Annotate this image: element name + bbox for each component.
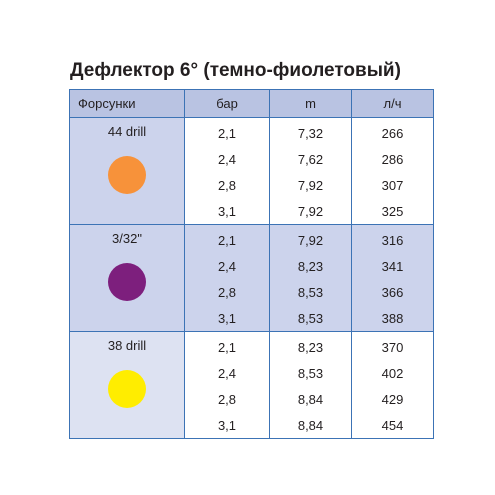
flow-cell: 307 (351, 172, 434, 198)
pressure-cell: 3,1 (184, 305, 270, 332)
flow-cell: 341 (351, 253, 434, 279)
table-row: 2,4 8,53 402 (70, 360, 434, 386)
nozzle-group: 38 drill 2,1 8,23 370 2,4 8,53 402 2,8 8… (69, 331, 434, 439)
table-header-row: Форсунки бар m л/ч (69, 89, 434, 118)
pressure-cell: 2,8 (184, 279, 270, 305)
nozzle-cell: 44 drill (69, 117, 185, 225)
radius-cell: 8,53 (269, 279, 352, 305)
nozzle-group: 44 drill 2,1 7,32 266 2,4 7,62 286 2,8 7… (69, 117, 434, 225)
table-row: 3,1 8,53 388 (70, 305, 434, 332)
purple-nozzle-color-icon (108, 263, 146, 301)
flow-cell: 402 (351, 360, 434, 386)
pressure-cell: 2,1 (184, 224, 270, 253)
table-row: 2,8 8,84 429 (70, 386, 434, 412)
radius-cell: 7,92 (269, 198, 352, 225)
flow-cell: 370 (351, 331, 434, 360)
radius-cell: 8,53 (269, 360, 352, 386)
flow-cell: 366 (351, 279, 434, 305)
flow-cell: 454 (351, 412, 434, 439)
table-row: 44 drill 2,1 7,32 266 (69, 117, 434, 225)
nozzle-label: 44 drill (107, 124, 147, 139)
nozzle-cell: 38 drill (69, 331, 185, 439)
header-nozzle: Форсунки (69, 89, 185, 118)
table-row: 2,8 7,92 307 (70, 172, 434, 198)
nozzle-cell: 3/32" (69, 224, 185, 332)
table-row: 38 drill 2,1 8,23 370 (69, 331, 434, 439)
pressure-cell: 2,1 (184, 331, 270, 360)
pressure-cell: 3,1 (184, 412, 270, 439)
flow-cell: 286 (351, 146, 434, 172)
radius-cell: 7,92 (269, 224, 352, 253)
nozzle-group: 3/32" 2,1 7,92 316 2,4 8,23 341 2,8 8,53… (69, 224, 434, 332)
nozzle-label: 38 drill (107, 338, 147, 353)
pressure-cell: 3,1 (184, 198, 270, 225)
flow-cell: 429 (351, 386, 434, 412)
table-row: 2,8 8,53 366 (70, 279, 434, 305)
yellow-nozzle-color-icon (108, 370, 146, 408)
pressure-cell: 2,1 (184, 117, 270, 146)
flow-cell: 316 (351, 224, 434, 253)
radius-cell: 7,32 (269, 117, 352, 146)
orange-nozzle-color-icon (108, 156, 146, 194)
table-row: 3,1 7,92 325 (70, 198, 434, 225)
pressure-cell: 2,4 (184, 253, 270, 279)
radius-cell: 7,62 (269, 146, 352, 172)
header-radius: m (269, 89, 352, 118)
radius-cell: 8,53 (269, 305, 352, 332)
radius-cell: 8,23 (269, 331, 352, 360)
radius-cell: 8,23 (269, 253, 352, 279)
table-row: 2,4 7,62 286 (70, 146, 434, 172)
page-title: Дефлектор 6° (темно-фиолетовый) (70, 60, 401, 81)
table-row: 2,4 8,23 341 (70, 253, 434, 279)
radius-cell: 7,92 (269, 172, 352, 198)
pressure-cell: 2,8 (184, 386, 270, 412)
flow-cell: 266 (351, 117, 434, 146)
nozzle-label: 3/32" (112, 231, 142, 246)
pressure-cell: 2,8 (184, 172, 270, 198)
table-row: 3,1 8,84 454 (70, 412, 434, 439)
header-flow: л/ч (351, 89, 434, 118)
radius-cell: 8,84 (269, 386, 352, 412)
pressure-cell: 2,4 (184, 146, 270, 172)
radius-cell: 8,84 (269, 412, 352, 439)
header-pressure: бар (184, 89, 270, 118)
nozzle-performance-table: Форсунки бар m л/ч 44 drill 2,1 7,32 266… (69, 89, 434, 439)
pressure-cell: 2,4 (184, 360, 270, 386)
flow-cell: 325 (351, 198, 434, 225)
flow-cell: 388 (351, 305, 434, 332)
table-row: 3/32" 2,1 7,92 316 (69, 224, 434, 332)
